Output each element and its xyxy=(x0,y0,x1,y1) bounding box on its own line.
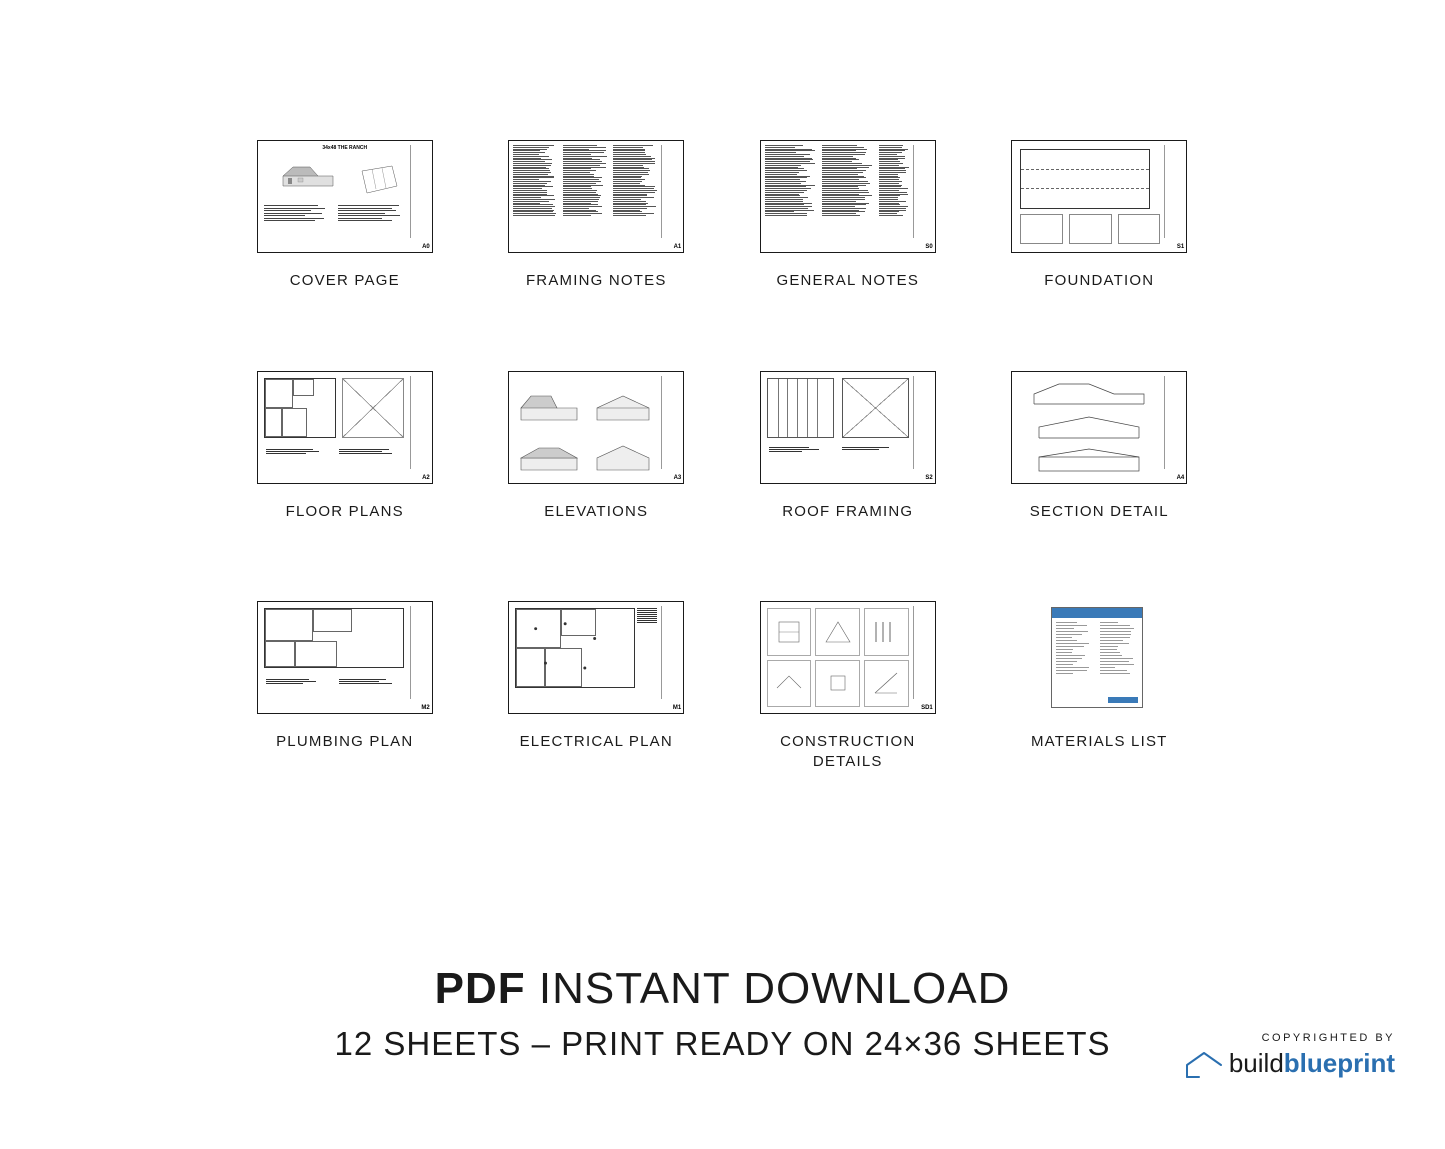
thumb-floor-plans: A2 xyxy=(257,371,433,484)
thumb-elevations: A3 xyxy=(508,371,684,484)
thumb-electrical-plan: M1 xyxy=(508,601,684,714)
sheet-code: SD1 xyxy=(921,705,933,711)
caption: COVER PAGE xyxy=(290,271,400,291)
caption: PLUMBING PLAN xyxy=(276,732,413,752)
thumb-plumbing-plan: M2 xyxy=(257,601,433,714)
sheet-code: S2 xyxy=(925,475,932,481)
sheet-materials-list: MATERIALS LIST xyxy=(987,601,1213,771)
caption: CONSTRUCTION DETAILS xyxy=(780,732,915,771)
sheet-code: S0 xyxy=(925,244,932,250)
thumb-construction-details: SD1 xyxy=(760,601,936,714)
sheet-grid: 34x48 THE RANCH A0 COVER PAGE xyxy=(232,140,1212,771)
thumb-foundation: S1 xyxy=(1011,140,1187,253)
thumb-roof-framing: S2 xyxy=(760,371,936,484)
caption: FOUNDATION xyxy=(1044,271,1154,291)
headline: PDF INSTANT DOWNLOAD xyxy=(0,964,1445,1014)
sheet-section-detail: A4 SECTION DETAIL xyxy=(987,371,1213,522)
thumb-doc-title: 34x48 THE RANCH xyxy=(258,145,432,151)
caption: ROOF FRAMING xyxy=(782,502,913,522)
sheet-construction-details: SD1 CONSTRUCTION DETAILS xyxy=(735,601,961,771)
logo-build: build xyxy=(1229,1048,1284,1079)
sheet-code: M2 xyxy=(421,705,429,711)
iso-plan-icon xyxy=(352,161,402,201)
sheet-cover-page: 34x48 THE RANCH A0 COVER PAGE xyxy=(232,140,458,291)
thumb-section-detail: A4 xyxy=(1011,371,1187,484)
thumb-framing-notes: A1 xyxy=(508,140,684,253)
logo-block: COPYRIGHTED BY buildblueprint xyxy=(1185,1032,1395,1079)
caption: GENERAL NOTES xyxy=(776,271,919,291)
sheet-elevations: A3 ELEVATIONS xyxy=(484,371,710,522)
sheet-code: A4 xyxy=(1177,475,1185,481)
sheet-code: A1 xyxy=(674,244,682,250)
sheet-plumbing-plan: M2 PLUMBING PLAN xyxy=(232,601,458,771)
caption: FLOOR PLANS xyxy=(286,502,404,522)
copyright-text: COPYRIGHTED BY xyxy=(1185,1032,1395,1044)
brand-logo: buildblueprint xyxy=(1185,1048,1395,1079)
thumb-materials-list xyxy=(1011,601,1187,714)
headline-bold: PDF xyxy=(435,964,526,1013)
sheet-roof-framing: S2 ROOF FRAMING xyxy=(735,371,961,522)
caption: SECTION DETAIL xyxy=(1030,502,1169,522)
sheet-code: A0 xyxy=(422,244,430,250)
house-render-icon xyxy=(278,161,338,191)
caption: MATERIALS LIST xyxy=(1031,732,1168,752)
thumb-cover-page: 34x48 THE RANCH A0 xyxy=(257,140,433,253)
sheet-code: A2 xyxy=(422,475,430,481)
sheet-floor-plans: A2 FLOOR PLANS xyxy=(232,371,458,522)
sheet-framing-notes: A1 FRAMING NOTES xyxy=(484,140,710,291)
sheet-code: S1 xyxy=(1177,244,1184,250)
house-logo-icon xyxy=(1185,1049,1223,1079)
sheet-code: M1 xyxy=(673,705,681,711)
caption: ELECTRICAL PLAN xyxy=(520,732,673,752)
sheet-electrical-plan: M1 ELECTRICAL PLAN xyxy=(484,601,710,771)
sheet-foundation: S1 FOUNDATION xyxy=(987,140,1213,291)
sheet-general-notes: S0 GENERAL NOTES xyxy=(735,140,961,291)
logo-blueprint: blueprint xyxy=(1284,1048,1395,1079)
caption: ELEVATIONS xyxy=(544,502,648,522)
thumb-general-notes: S0 xyxy=(760,140,936,253)
caption: FRAMING NOTES xyxy=(526,271,667,291)
sheet-code: A3 xyxy=(674,475,682,481)
headline-rest: INSTANT DOWNLOAD xyxy=(526,964,1011,1013)
